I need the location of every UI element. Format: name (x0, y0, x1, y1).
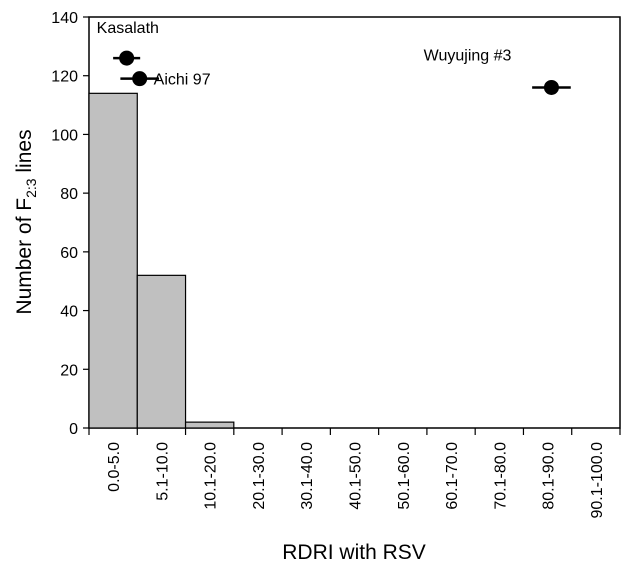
y-tick-label: 0 (69, 421, 78, 438)
bar (88, 92, 138, 429)
y-tick-label: 140 (51, 10, 78, 27)
parent-label: Wuyujing #3 (424, 47, 512, 64)
x-tick-label: 20.1-30.0 (251, 442, 268, 510)
parent-label: Kasalath (97, 20, 159, 37)
y-tick-label: 120 (51, 69, 78, 86)
x-axis: 0.0-5.0 5.1-10.0 10.1-20.0 20.1-30.0 30.1-40… (88, 428, 621, 519)
x-tick-label: 80.1-90.0 (541, 442, 558, 510)
x-tick-label: 30.1-40.0 (299, 442, 316, 510)
bar (184, 421, 235, 429)
x-axis-title: RDRI with RSV (282, 541, 426, 564)
parent-point (132, 71, 148, 87)
y-axis-title-prefix: Number of F (13, 198, 36, 315)
bar (136, 274, 187, 429)
x-tick-label: 50.1-60.0 (396, 442, 413, 510)
x-tick-label: 40.1-50.0 (348, 442, 365, 510)
y-axis-title-subscript: 2:3 (23, 178, 39, 198)
x-tick-label: 5.1-10.0 (154, 442, 171, 501)
parent-point (543, 79, 559, 95)
x-tick-label: 0.0-5.0 (106, 442, 123, 492)
y-axis-title-suffix: lines (13, 129, 36, 178)
y-tick-label: 100 (51, 127, 78, 144)
y-tick-label: 60 (60, 245, 78, 262)
parent-markers: Kasalath Aichi 97 Wuyujing #3 (97, 20, 571, 95)
x-tick-label: 90.1-100.0 (589, 442, 606, 519)
bars (88, 92, 235, 429)
plot-area: 0 20 40 60 80 100 120 140 0.0-5.0 5.1-10.0 10.1-2… (51, 10, 621, 519)
x-tick-label: 10.1-20.0 (203, 442, 220, 510)
parent-label: Aichi 97 (154, 72, 211, 89)
y-tick-label: 80 (60, 186, 78, 203)
y-tick-label: 20 (60, 362, 78, 379)
y-axis: 0 20 40 60 80 100 120 140 (51, 10, 89, 438)
parent-point (119, 50, 135, 66)
y-tick-label: 40 (60, 304, 78, 321)
x-tick-label: 70.1-80.0 (492, 442, 509, 510)
x-tick-label: 60.1-70.0 (444, 442, 461, 510)
y-axis-title: Number of F2:3 lines (13, 129, 39, 314)
